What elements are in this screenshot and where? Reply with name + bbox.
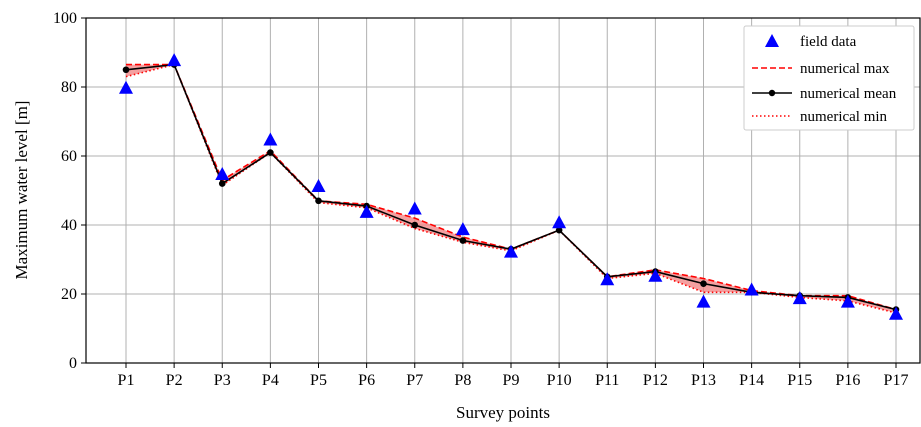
- x-tick-label: P12: [643, 372, 668, 389]
- field-data-point: [215, 166, 230, 180]
- legend: field data numerical max numerical mean …: [743, 25, 915, 131]
- legend-numerical-mean-dot: [768, 89, 776, 97]
- legend-box: [743, 25, 915, 131]
- numerical-mean-point: [555, 226, 563, 234]
- field-data-point: [889, 306, 903, 320]
- field-data-point: [359, 204, 374, 218]
- numerical-mean-point: [700, 280, 707, 287]
- x-tick-label: P10: [547, 372, 572, 389]
- field-data-point: [600, 272, 615, 286]
- x-axis-title: Survey points: [456, 403, 550, 422]
- y-tick-label: 40: [61, 217, 77, 234]
- field-data-point: [119, 80, 133, 94]
- x-tick-label: P3: [214, 372, 231, 389]
- y-tick-label: 60: [61, 148, 77, 165]
- field-data-point: [455, 222, 470, 236]
- field-data-point: [504, 244, 518, 258]
- legend-numerical-min-label: numerical min: [800, 109, 888, 125]
- x-tick-label: P9: [503, 372, 520, 389]
- field-data-point: [263, 132, 278, 146]
- legend-field-data-label: field data: [800, 34, 857, 50]
- y-axis-title: Maximum water level [m]: [12, 101, 31, 280]
- x-tick-label: P15: [787, 372, 812, 389]
- x-tick-label: P14: [739, 372, 764, 389]
- y-tick-label: 0: [69, 355, 77, 372]
- y-tick-label: 100: [53, 10, 77, 27]
- field-data-point: [407, 201, 422, 215]
- numerical-mean-point: [218, 180, 226, 187]
- legend-field-data-marker: [765, 34, 779, 47]
- numerical-mean-point: [315, 197, 322, 205]
- x-tick-label: P4: [262, 372, 279, 389]
- x-tick-label: P8: [454, 372, 471, 389]
- legend-numerical-mean-label: numerical mean: [800, 86, 897, 102]
- numerical-mean-point: [122, 66, 130, 74]
- field-data-point: [167, 53, 182, 67]
- plot-frame: [85, 17, 921, 364]
- x-tick-label: P17: [884, 372, 909, 389]
- x-tick-label: P1: [118, 372, 135, 389]
- series-markers: [119, 53, 903, 320]
- field-data-point: [648, 268, 663, 282]
- axis-ticks: 0 20 40 60 80 100 P1 P2 P3 P4 P5 P6 P7 P8 P9 P10 P11 P12 P…: [53, 10, 908, 389]
- y-tick-label: 20: [61, 286, 77, 303]
- field-data-point: [744, 282, 759, 296]
- numerical-mean-point: [267, 149, 274, 156]
- x-tick-label: P6: [358, 372, 375, 389]
- legend-numerical-max-label: numerical max: [800, 61, 890, 77]
- field-data-point: [311, 179, 326, 193]
- x-tick-label: P11: [595, 372, 619, 389]
- x-tick-label: P5: [310, 372, 327, 389]
- field-data-point: [792, 291, 807, 305]
- field-data-point: [552, 215, 567, 229]
- x-tick-label: P2: [166, 372, 183, 389]
- x-tick-label: P7: [406, 372, 423, 389]
- y-tick-label: 80: [61, 79, 77, 96]
- numerical-mean-point: [411, 221, 419, 229]
- x-tick-label: P13: [691, 372, 716, 389]
- field-data-point: [696, 294, 711, 308]
- x-tick-label: P16: [835, 372, 860, 389]
- numerical-mean-point: [459, 237, 467, 244]
- field-data-point: [840, 294, 855, 308]
